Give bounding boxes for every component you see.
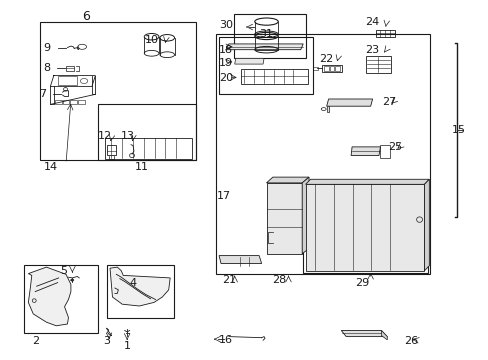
- Bar: [55, 100, 61, 104]
- Text: 7: 7: [40, 89, 46, 99]
- Polygon shape: [326, 99, 372, 106]
- Text: 4: 4: [129, 278, 136, 288]
- Text: 18: 18: [219, 45, 232, 55]
- Text: 29: 29: [354, 278, 368, 288]
- Text: 9: 9: [43, 42, 50, 53]
- Bar: [106, 265, 173, 318]
- Bar: [216, 34, 429, 274]
- Text: 16: 16: [219, 335, 232, 345]
- Bar: [380, 145, 389, 158]
- Polygon shape: [266, 183, 302, 254]
- Polygon shape: [350, 147, 380, 156]
- Text: 3: 3: [103, 336, 110, 346]
- Bar: [365, 56, 390, 73]
- Polygon shape: [225, 44, 303, 50]
- Text: 15: 15: [451, 125, 465, 135]
- Text: 23: 23: [365, 45, 379, 55]
- Polygon shape: [305, 184, 424, 271]
- Bar: [98, 104, 195, 160]
- Text: 12: 12: [98, 131, 112, 141]
- Text: 1: 1: [123, 341, 130, 351]
- Text: 20: 20: [219, 73, 232, 84]
- Text: 6: 6: [81, 10, 89, 23]
- Polygon shape: [234, 58, 264, 64]
- Bar: [219, 37, 312, 94]
- Bar: [78, 100, 85, 104]
- Bar: [70, 100, 77, 104]
- Text: 8: 8: [43, 63, 50, 73]
- Text: 11: 11: [135, 162, 148, 172]
- Bar: [240, 69, 307, 84]
- Text: 31: 31: [259, 29, 273, 39]
- Text: 17: 17: [217, 191, 230, 201]
- Text: 2: 2: [32, 336, 39, 346]
- Text: 5: 5: [60, 266, 67, 276]
- Bar: [106, 145, 116, 155]
- Text: 27: 27: [381, 96, 395, 107]
- Text: 21: 21: [222, 275, 235, 285]
- Text: 22: 22: [319, 54, 333, 64]
- Polygon shape: [381, 330, 386, 340]
- Polygon shape: [302, 177, 308, 254]
- Polygon shape: [326, 106, 328, 112]
- Bar: [303, 183, 427, 273]
- Text: 30: 30: [219, 20, 232, 30]
- Text: 26: 26: [403, 336, 417, 346]
- Polygon shape: [28, 267, 71, 326]
- Bar: [105, 138, 191, 159]
- Text: 25: 25: [387, 142, 401, 152]
- Polygon shape: [305, 179, 428, 184]
- Bar: [233, 14, 305, 58]
- Bar: [321, 65, 342, 72]
- Bar: [323, 66, 328, 71]
- Text: 28: 28: [272, 275, 286, 285]
- Text: 19: 19: [219, 58, 232, 68]
- Polygon shape: [341, 330, 386, 337]
- Bar: [62, 100, 69, 104]
- Bar: [58, 76, 77, 85]
- Text: 13: 13: [121, 131, 135, 141]
- Bar: [329, 66, 334, 71]
- Text: 24: 24: [365, 17, 379, 27]
- Text: 10: 10: [144, 35, 158, 45]
- Polygon shape: [219, 256, 261, 264]
- Text: 14: 14: [44, 162, 58, 172]
- Bar: [40, 22, 195, 160]
- Bar: [24, 265, 98, 333]
- Polygon shape: [266, 177, 308, 183]
- Polygon shape: [110, 267, 170, 306]
- Bar: [312, 67, 317, 70]
- Polygon shape: [424, 179, 428, 271]
- Bar: [375, 30, 394, 37]
- Bar: [66, 66, 74, 71]
- Bar: [335, 66, 340, 71]
